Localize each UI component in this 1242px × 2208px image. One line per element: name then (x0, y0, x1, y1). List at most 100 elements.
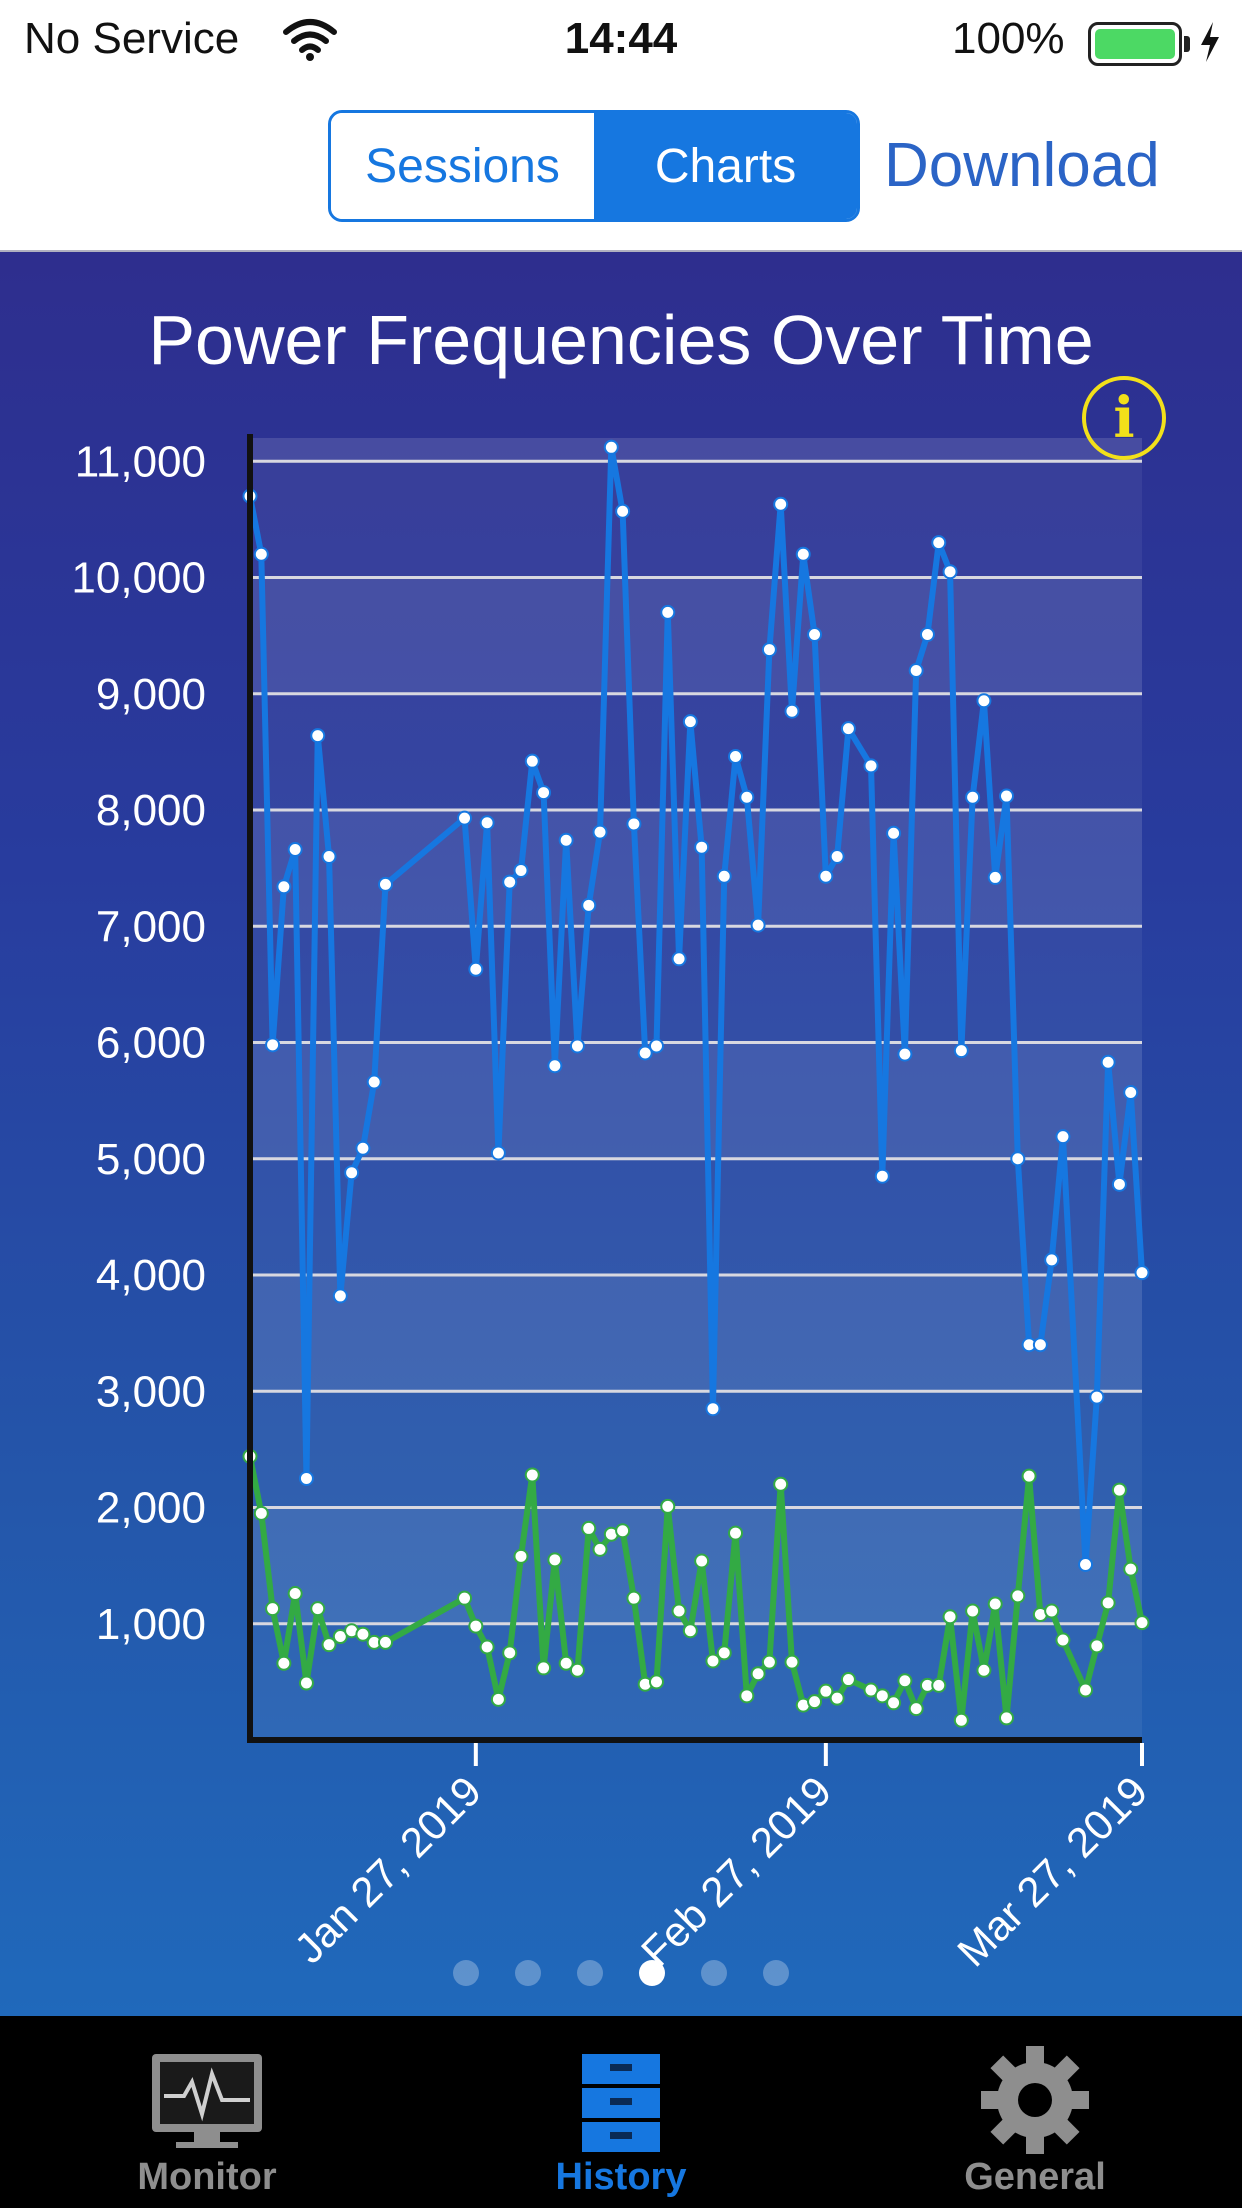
data-point (524, 753, 540, 769)
data-point (671, 1603, 687, 1619)
data-point (1111, 1176, 1127, 1192)
data-point (377, 876, 393, 892)
data-point (1089, 1389, 1105, 1405)
carrier-label: No Service (24, 14, 240, 63)
data-point (953, 1043, 969, 1059)
series-layer (242, 439, 1150, 1728)
data-point (626, 1590, 642, 1606)
data-point (547, 1552, 563, 1568)
data-point (728, 749, 744, 765)
tab-general[interactable]: General (828, 2016, 1242, 2208)
plot-band (250, 461, 1142, 578)
data-point (671, 951, 687, 967)
page-dot[interactable] (515, 1960, 541, 1986)
data-point (592, 1541, 608, 1557)
data-point (784, 703, 800, 719)
data-point (1078, 1682, 1094, 1698)
data-point (377, 1634, 393, 1650)
page-control[interactable] (0, 1960, 1242, 1990)
y-axis-ticks: 1,000 2,000 3,000 4,000 5,000 6,000 7,000 8,000… (71, 437, 206, 1649)
data-point (581, 897, 597, 913)
line-chart: 1,000 2,000 3,000 4,000 5,000 6,000 7,000 8,000… (71, 434, 1156, 1975)
y-tick-label: 6,000 (96, 1019, 206, 1068)
data-point (615, 1523, 631, 1539)
page-dot[interactable] (763, 1960, 789, 1986)
data-point (1010, 1151, 1026, 1167)
data-point (637, 1045, 653, 1061)
segment-charts[interactable]: Charts (594, 113, 857, 219)
page-dot[interactable] (639, 1960, 665, 1986)
data-point (750, 1666, 766, 1682)
data-point (886, 1695, 902, 1711)
data-point (874, 1688, 890, 1704)
data-point (931, 535, 947, 551)
plot-band (250, 1158, 1142, 1275)
data-point (468, 961, 484, 977)
data-point (1044, 1603, 1060, 1619)
data-point (965, 789, 981, 805)
tab-monitor[interactable]: Monitor (0, 2016, 414, 2208)
data-point (1010, 1588, 1026, 1604)
plot-band (250, 1042, 1142, 1159)
wifi-icon (283, 19, 337, 61)
data-point (1044, 1252, 1060, 1268)
segment-sessions[interactable]: Sessions (331, 113, 594, 219)
data-point (581, 1520, 597, 1536)
page-dot[interactable] (577, 1960, 603, 1986)
data-point (321, 849, 337, 864)
data-point (265, 1037, 281, 1053)
axes (247, 434, 1142, 1743)
battery-tip (1184, 36, 1190, 52)
page-dot[interactable] (701, 1960, 727, 1986)
navigation-bar: Sessions Charts Download (0, 86, 1242, 252)
data-point (355, 1626, 371, 1642)
data-point (253, 1505, 269, 1521)
plot-band (250, 1623, 1142, 1740)
data-point (1111, 1482, 1127, 1498)
plot-band (250, 438, 1142, 462)
data-point (829, 1690, 845, 1706)
y-tick-label: 4,000 (96, 1251, 206, 1300)
data-point (1134, 1615, 1150, 1631)
data-point (468, 1618, 484, 1634)
chart-title: Power Frequencies Over Time (148, 301, 1094, 379)
data-point (739, 789, 755, 805)
data-point (750, 917, 766, 933)
data-point (807, 1694, 823, 1710)
data-point (682, 714, 698, 730)
data-point (987, 1596, 1003, 1612)
plot-band (250, 926, 1142, 1043)
data-point (1100, 1054, 1116, 1070)
info-circle-icon[interactable]: i (1082, 376, 1166, 460)
y-tick-label: 10,000 (71, 554, 206, 603)
tab-history[interactable]: History (414, 2016, 828, 2208)
data-point (716, 868, 732, 884)
x-tick-label: Feb 27, 2019 (632, 1767, 840, 1975)
data-point (942, 1609, 958, 1625)
x-tick-label: Jan 27, 2019 (285, 1767, 490, 1972)
data-point (829, 849, 845, 864)
data-point (886, 825, 902, 841)
data-point (694, 1553, 710, 1569)
y-tick-label: 3,000 (96, 1367, 206, 1416)
data-point (1032, 1337, 1048, 1353)
page-dot[interactable] (453, 1960, 479, 1986)
data-point (1021, 1468, 1037, 1484)
view-segmented-control[interactable]: Sessions Charts (328, 110, 860, 222)
series-1 (242, 439, 1150, 1572)
download-button[interactable]: Download (884, 131, 1160, 200)
data-point (344, 1165, 360, 1181)
status-bar: No Service 14:44 100% (0, 0, 1242, 86)
data-point (1055, 1129, 1071, 1145)
data-point (310, 728, 326, 744)
tab-label-monitor: Monitor (137, 2156, 277, 2198)
data-point (592, 824, 608, 840)
y-tick-label: 9,000 (96, 670, 206, 719)
data-point (761, 1654, 777, 1670)
y-tick-label: 8,000 (96, 786, 206, 835)
data-point (840, 721, 856, 737)
plot-band (250, 1391, 1142, 1508)
data-point (569, 1038, 585, 1054)
data-point (355, 1140, 371, 1156)
data-point (298, 1470, 314, 1486)
